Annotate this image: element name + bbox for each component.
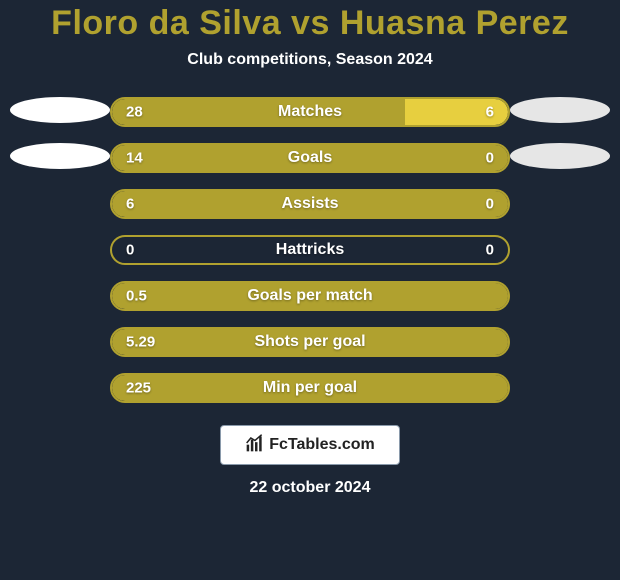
stat-label: Matches: [278, 103, 342, 121]
stat-label: Hattricks: [276, 241, 344, 259]
stat-label: Shots per goal: [254, 333, 365, 351]
bar-chart-icon: [245, 433, 265, 458]
comparison-infographic: Floro da Silva vs Huasna Perez Club comp…: [0, 0, 620, 580]
content-area: 28 6 Matches 14 0 Goals 6 0 Assists 0 0 Hattricks 0.…: [0, 97, 620, 403]
stat-left-value: 0.5: [126, 288, 147, 305]
brand-box[interactable]: FcTables.com: [220, 425, 400, 465]
stat-row: 28 6 Matches: [110, 97, 510, 127]
stat-left-value: 5.29: [126, 334, 155, 351]
stat-row: 5.29 Shots per goal: [110, 327, 510, 357]
right-team-ellipse: [510, 143, 610, 169]
page-subtitle: Club competitions, Season 2024: [0, 51, 620, 69]
stat-row: 0 0 Hattricks: [110, 235, 510, 265]
stat-right-value: 0: [486, 242, 494, 259]
left-team-ellipse: [10, 143, 110, 169]
stat-right-value: 0: [486, 150, 494, 167]
stat-label: Goals: [288, 149, 332, 167]
page-title: Floro da Silva vs Huasna Perez: [0, 0, 620, 43]
stat-label: Goals per match: [247, 287, 372, 305]
stat-row: 14 0 Goals: [110, 143, 510, 173]
brand-text: FcTables.com: [269, 436, 375, 454]
stat-right-value: 6: [486, 104, 494, 121]
stat-label: Min per goal: [263, 379, 357, 397]
stat-left-value: 225: [126, 380, 151, 397]
stat-right-value: 0: [486, 196, 494, 213]
stat-row: 0.5 Goals per match: [110, 281, 510, 311]
footer-date: 22 october 2024: [0, 479, 620, 497]
stat-left-value: 14: [126, 150, 143, 167]
stat-row: 6 0 Assists: [110, 189, 510, 219]
right-team-ellipse: [510, 97, 610, 123]
stat-rows: 28 6 Matches 14 0 Goals 6 0 Assists 0 0 Hattricks 0.…: [110, 97, 510, 403]
left-team-ellipse: [10, 97, 110, 123]
bar-fill-left: [112, 99, 405, 125]
stat-label: Assists: [282, 195, 339, 213]
stat-left-value: 28: [126, 104, 143, 121]
stat-left-value: 6: [126, 196, 134, 213]
stat-left-value: 0: [126, 242, 134, 259]
stat-row: 225 Min per goal: [110, 373, 510, 403]
